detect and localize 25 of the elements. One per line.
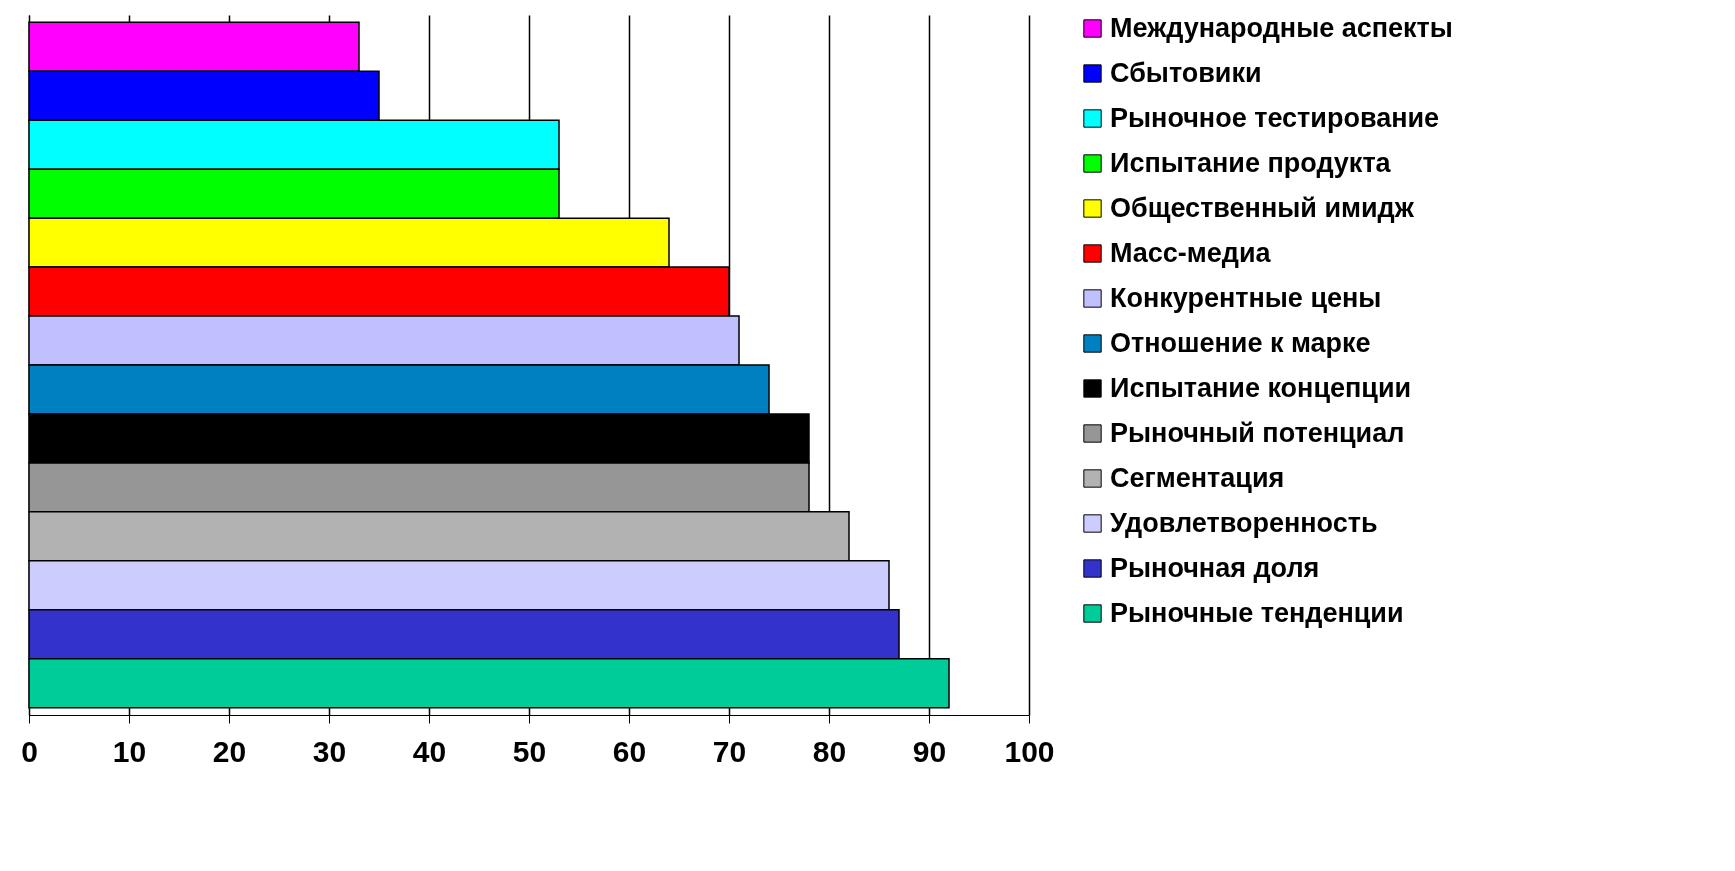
x-tick-label: 60 [612, 734, 647, 768]
legend-label: Общественный имидж [1110, 192, 1415, 223]
x-tick-label: 10 [112, 734, 147, 768]
x-tick-label: 70 [712, 734, 747, 768]
legend-label: Сегментация [1110, 462, 1285, 493]
x-tick-label: 20 [212, 734, 247, 768]
legend-label: Отношение к марке [1110, 327, 1371, 358]
x-tick-label: 40 [412, 734, 447, 768]
legend-label: Рыночная доля [1110, 552, 1320, 583]
legend-label: Международные аспекты [1110, 12, 1453, 43]
legend-label: Масс-медиа [1110, 237, 1272, 268]
x-tick-label: 0 [21, 734, 38, 768]
x-tick-label: 100 [1004, 734, 1055, 768]
x-tick-label: 90 [912, 734, 947, 768]
legend-label: Рыночный потенциал [1110, 417, 1405, 448]
legend-label: Удовлетворенность [1110, 507, 1378, 538]
legend-label: Конкурентные цены [1110, 282, 1382, 313]
legend-label: Сбытовики [1110, 57, 1262, 88]
x-tick-label: 80 [812, 734, 847, 768]
legend-label: Испытание продукта [1110, 147, 1392, 178]
legend-label: Испытание концепции [1110, 372, 1412, 403]
x-tick-label: 50 [512, 734, 547, 768]
legend-label: Рыночное тестирование [1110, 102, 1440, 133]
x-tick-label: 30 [312, 734, 347, 768]
legend-label: Рыночные тенденции [1110, 597, 1404, 628]
